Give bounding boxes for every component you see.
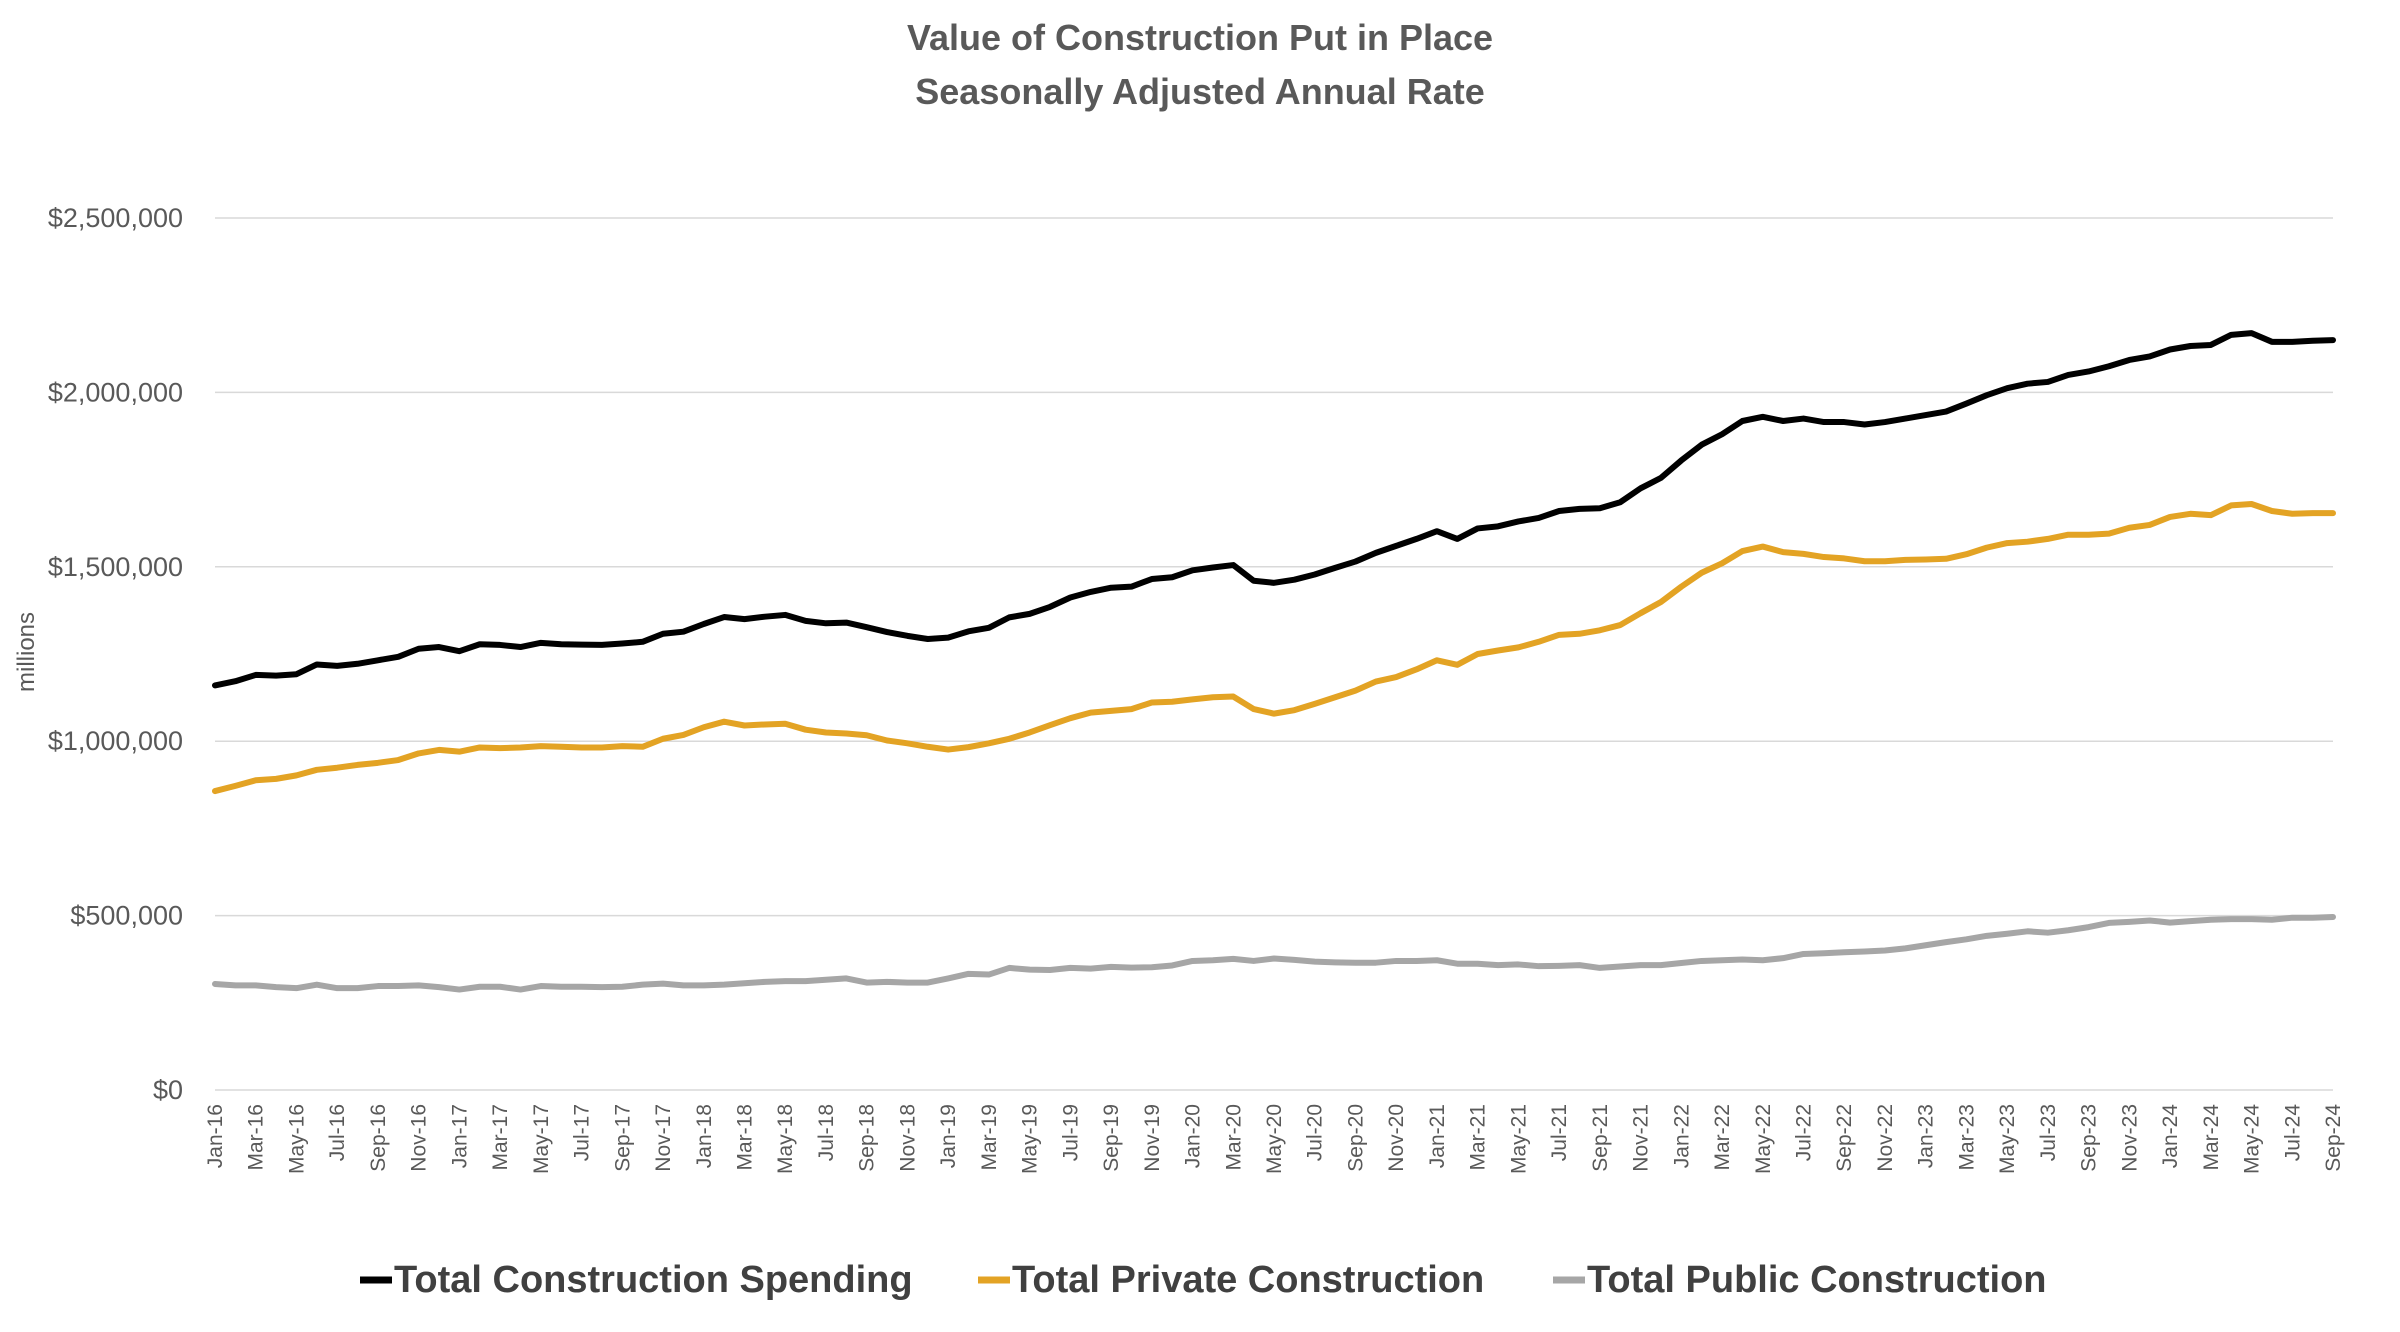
chart-subtitle: Seasonally Adjusted Annual Rate xyxy=(915,71,1484,112)
x-tick-label: Jan-16 xyxy=(204,1104,227,1168)
x-tick-label: Nov-22 xyxy=(1874,1104,1897,1172)
x-tick-label: May-24 xyxy=(2241,1104,2264,1174)
x-tick-label: Sep-17 xyxy=(611,1104,634,1172)
x-tick-label: Sep-19 xyxy=(1100,1104,1123,1172)
x-tick-label: Jul-19 xyxy=(1059,1104,1082,1161)
x-tick-label: May-22 xyxy=(1752,1104,1775,1174)
x-tick-label: May-20 xyxy=(1263,1104,1286,1174)
series-line xyxy=(212,330,2336,689)
x-tick-label: Jul-18 xyxy=(815,1104,838,1161)
x-tick-label: Sep-22 xyxy=(1833,1104,1856,1172)
legend-entry: Total Private Construction xyxy=(1012,1259,1484,1301)
x-tick-label: Jul-23 xyxy=(2037,1104,2060,1161)
x-tick-label: Nov-16 xyxy=(408,1104,431,1172)
x-tick-label: Jan-19 xyxy=(937,1104,960,1168)
chart-title: Value of Construction Put in Place xyxy=(907,17,1493,58)
x-tick-label: Nov-20 xyxy=(1385,1104,1408,1172)
x-tick-label: May-18 xyxy=(774,1104,797,1174)
x-tick-label: Mar-23 xyxy=(1955,1104,1978,1171)
x-tick-label: Mar-18 xyxy=(734,1104,757,1171)
x-tick-label: Nov-21 xyxy=(1630,1104,1653,1172)
x-tick-label: Mar-24 xyxy=(2200,1104,2223,1171)
x-tick-label: Sep-21 xyxy=(1589,1104,1612,1172)
x-tick-label: Jan-23 xyxy=(1915,1104,1938,1168)
legend: Total Construction Spending Total Private… xyxy=(360,1259,2047,1301)
x-tick-label: May-21 xyxy=(1507,1104,1530,1174)
x-tick-label: Jul-20 xyxy=(1304,1104,1327,1161)
x-tick-label: Jan-17 xyxy=(448,1104,471,1168)
y-tick-label: $1,000,000 xyxy=(48,726,183,756)
y-tick-label: $500,000 xyxy=(70,901,183,931)
x-tick-label: Nov-17 xyxy=(652,1104,675,1172)
legend-entry: Total Construction Spending xyxy=(394,1259,913,1301)
x-tick-label: Sep-16 xyxy=(367,1104,390,1172)
x-tick-label: Jan-20 xyxy=(1182,1104,1205,1168)
series-line xyxy=(212,501,2336,795)
x-tick-label: Nov-23 xyxy=(2118,1104,2141,1172)
x-tick-label: May-17 xyxy=(530,1104,553,1174)
series-lines xyxy=(212,330,2336,993)
x-tick-label: Jul-22 xyxy=(1793,1104,1816,1161)
x-tick-label: Jan-24 xyxy=(2159,1104,2182,1169)
x-tick-label: Jul-16 xyxy=(326,1104,349,1161)
x-tick-label: Sep-23 xyxy=(2078,1104,2101,1172)
grid-lines xyxy=(215,217,2333,1091)
x-tick-label: Sep-24 xyxy=(2322,1104,2345,1172)
y-tick-label: $2,000,000 xyxy=(48,377,183,407)
y-axis-label: millions xyxy=(13,612,40,692)
x-axis-ticks: Jan-16 Mar-16 May-16 Jul-16 Sep-16 Nov-16 Jan-… xyxy=(204,1104,2345,1174)
x-tick-label: Jul-21 xyxy=(1548,1104,1571,1161)
y-axis-ticks: $0 $500,000 $1,000,000 $1,500,000 $2,000,000… xyxy=(48,203,183,1105)
x-tick-label: Mar-20 xyxy=(1222,1104,1245,1171)
series-line xyxy=(212,914,2336,993)
x-tick-label: May-23 xyxy=(1996,1104,2019,1174)
x-tick-label: Jan-21 xyxy=(1426,1104,1449,1168)
x-tick-label: Nov-18 xyxy=(896,1104,919,1172)
x-tick-label: Mar-16 xyxy=(245,1104,268,1171)
y-tick-label: $0 xyxy=(153,1075,183,1105)
x-tick-label: Mar-19 xyxy=(978,1104,1001,1171)
x-tick-label: May-16 xyxy=(285,1104,308,1174)
x-tick-label: Jan-18 xyxy=(693,1104,716,1168)
x-tick-label: Jul-24 xyxy=(2281,1104,2304,1162)
legend-entry: Total Public Construction xyxy=(1587,1259,2047,1301)
x-tick-label: Nov-19 xyxy=(1141,1104,1164,1172)
x-tick-label: Mar-22 xyxy=(1711,1104,1734,1171)
x-tick-label: Mar-17 xyxy=(489,1104,512,1171)
x-tick-label: May-19 xyxy=(1019,1104,1042,1174)
x-tick-label: Sep-20 xyxy=(1344,1104,1367,1172)
y-tick-label: $1,500,000 xyxy=(48,552,183,582)
x-tick-label: Mar-21 xyxy=(1467,1104,1490,1171)
x-tick-label: Jan-22 xyxy=(1670,1104,1693,1168)
x-tick-label: Jul-17 xyxy=(571,1104,594,1161)
x-tick-label: Sep-18 xyxy=(856,1104,879,1172)
y-tick-label: $2,500,000 xyxy=(48,203,183,233)
